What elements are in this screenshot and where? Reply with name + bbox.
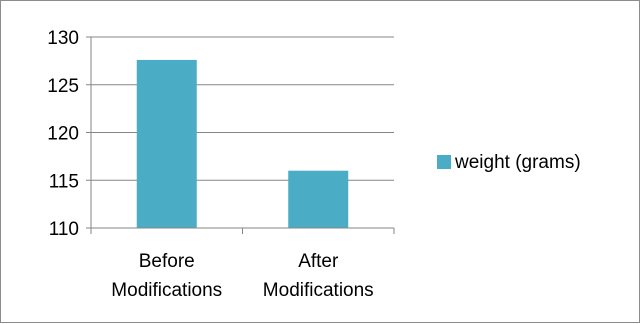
y-tick-label: 125 — [47, 76, 79, 97]
legend-swatch — [437, 155, 451, 169]
bar — [136, 59, 197, 228]
y-tick-label: 115 — [49, 171, 79, 192]
legend-label: weight (grams) — [454, 152, 581, 173]
y-tick-label: 130 — [47, 28, 79, 49]
legend: weight (grams) — [437, 152, 581, 173]
x-axis: Before Modifications After Modifications — [90, 227, 395, 301]
bar — [288, 170, 349, 228]
y-tick-label: 120 — [47, 124, 79, 145]
y-tick-label: 110 — [49, 219, 79, 240]
y-axis-ticks: 110 115 120 125 130 — [47, 28, 92, 240]
gridlines — [91, 36, 394, 229]
x-category-label: Before Modifications — [111, 251, 222, 301]
bars — [136, 59, 349, 228]
x-category-label: After Modifications — [263, 251, 374, 301]
